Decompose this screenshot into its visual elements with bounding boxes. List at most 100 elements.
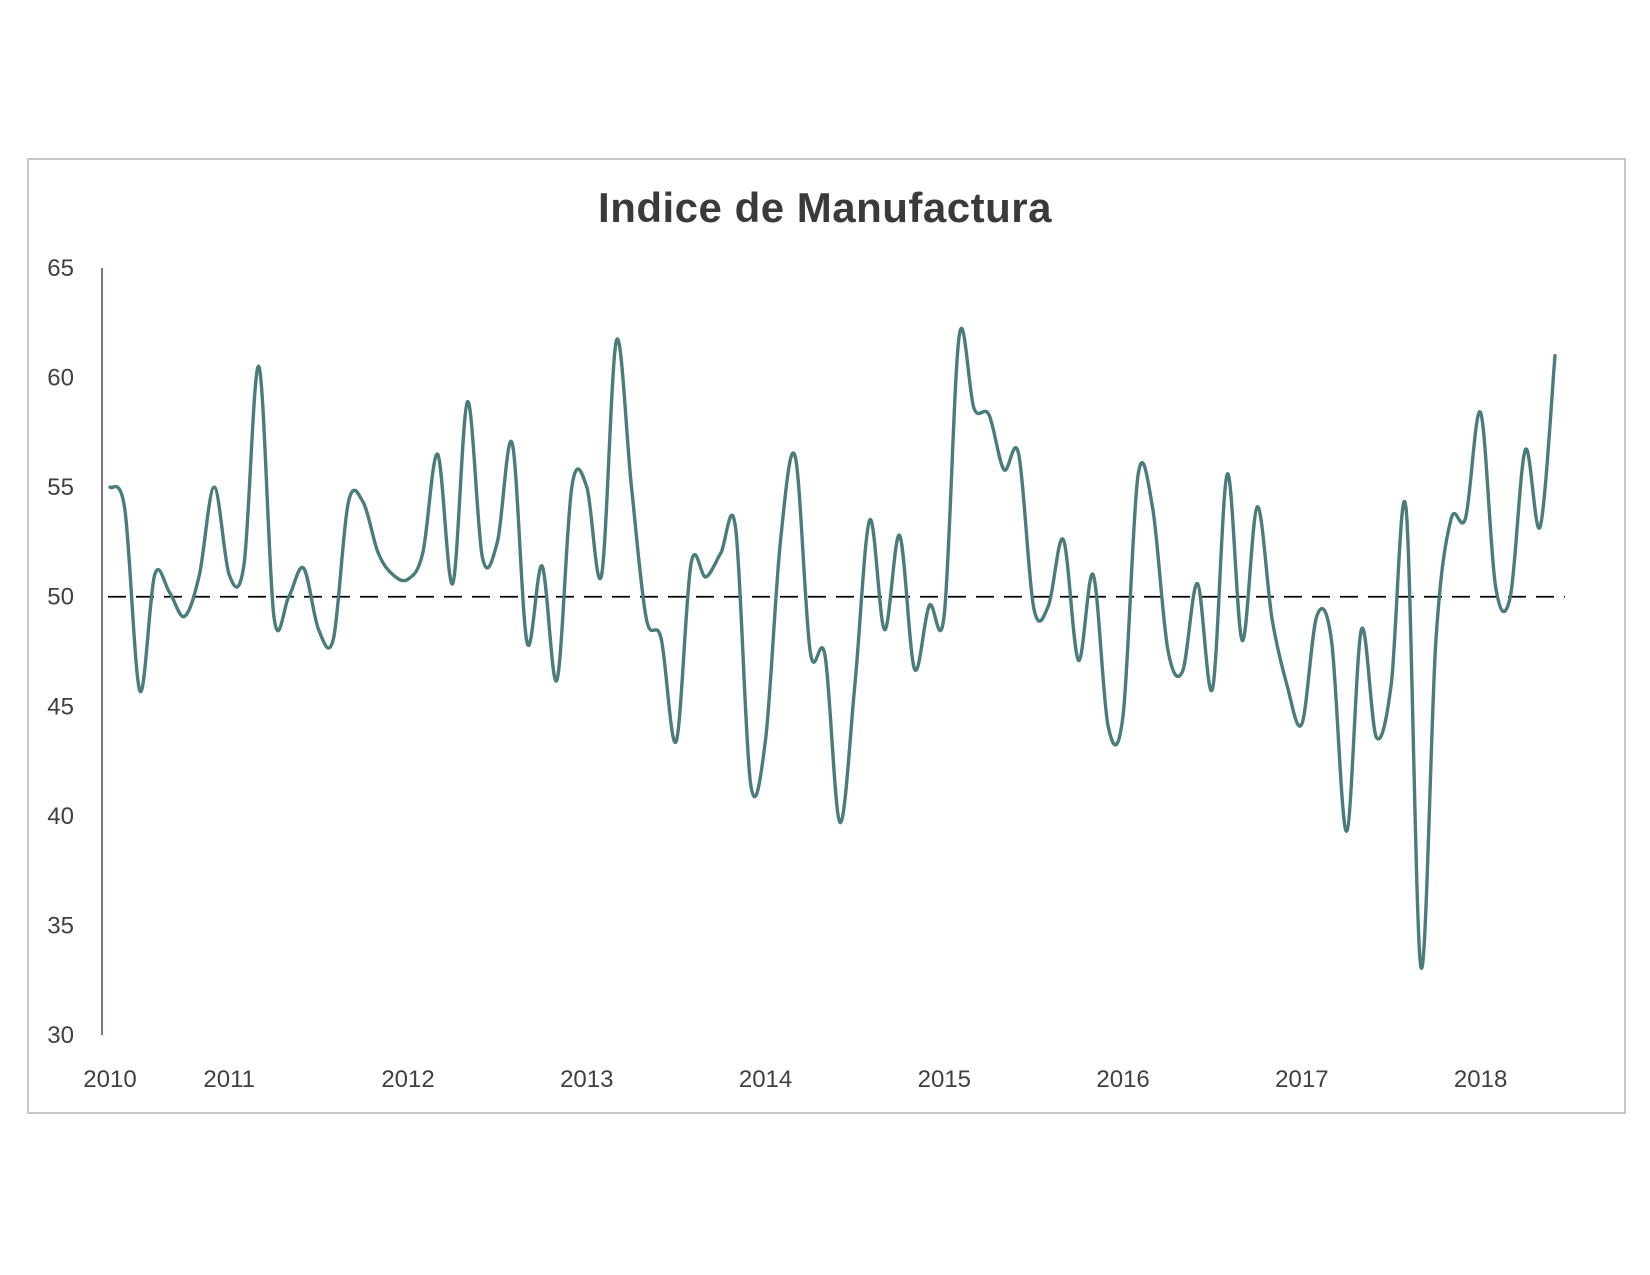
data-point (809, 650, 812, 653)
data-point (555, 678, 559, 682)
data-point (123, 507, 127, 511)
data-point (1121, 713, 1125, 717)
data-point (1509, 595, 1512, 598)
data-point (957, 334, 961, 338)
data-point (213, 485, 216, 489)
data-point (1002, 468, 1006, 471)
x-tick-label: 2018 (1454, 1066, 1507, 1093)
data-point (645, 617, 648, 620)
y-tick-label: 35 (47, 912, 74, 939)
data-point (1077, 659, 1080, 662)
x-tick-labels: 2010 2011 2012 2013 2014 2015 2016 2017 2018 (83, 1066, 1507, 1093)
data-point (898, 534, 901, 537)
data-point (734, 527, 737, 530)
data-point (376, 551, 380, 555)
data-point (481, 556, 484, 559)
data-point (302, 567, 305, 570)
data-point (332, 637, 335, 640)
data-point (436, 453, 439, 456)
data-point (600, 573, 603, 576)
data-point (853, 683, 857, 686)
data-point (183, 615, 186, 618)
data-point (525, 641, 529, 644)
data-point (838, 821, 842, 824)
y-tick-label: 55 (47, 474, 74, 501)
data-point (570, 485, 573, 489)
data-point (883, 628, 886, 631)
data-point (1032, 606, 1035, 609)
data-point (228, 573, 231, 576)
data-point (168, 591, 171, 594)
chart-title: Indice de Manufactura (598, 184, 1052, 231)
data-point (913, 667, 916, 671)
data-point (1181, 670, 1184, 673)
data-point (749, 781, 752, 785)
data-point (764, 737, 767, 741)
data-point (1345, 829, 1348, 833)
data-points (108, 334, 1557, 969)
x-tick-label: 2012 (381, 1066, 434, 1093)
data-point (257, 365, 261, 368)
data-point (1211, 687, 1214, 690)
data-point (1330, 639, 1333, 642)
data-point (1494, 584, 1497, 587)
data-point (1538, 525, 1542, 528)
data-point (317, 628, 320, 631)
data-point (1404, 507, 1408, 511)
x-tick-label: 2014 (739, 1066, 792, 1093)
data-point (496, 540, 499, 544)
x-tick-label: 2016 (1096, 1066, 1149, 1093)
y-tick-labels: 30 35 40 45 50 55 60 65 (47, 255, 74, 1049)
data-point (1151, 507, 1154, 511)
data-point (347, 501, 350, 504)
data-point (108, 485, 112, 489)
data-point (943, 613, 946, 616)
data-point (928, 604, 931, 607)
data-point (1196, 582, 1199, 585)
data-point (1315, 615, 1318, 618)
data-point (794, 455, 797, 458)
series-line (108, 326, 1557, 970)
data-point (362, 501, 365, 504)
x-tick-label: 2017 (1275, 1066, 1328, 1093)
data-point (1553, 354, 1557, 357)
data-point (585, 485, 588, 489)
data-point (659, 637, 663, 640)
y-tick-label: 60 (47, 365, 74, 392)
data-point (615, 339, 618, 342)
data-point (466, 400, 469, 403)
data-point (1285, 683, 1289, 686)
y-tick-label: 40 (47, 803, 74, 830)
data-point (287, 595, 290, 598)
data-point (868, 518, 871, 522)
data-point (1240, 639, 1244, 642)
data-point (421, 551, 425, 555)
data-point (1136, 474, 1140, 478)
data-point (674, 740, 678, 743)
x-tick-label: 2010 (83, 1066, 136, 1093)
data-point (1360, 628, 1363, 631)
data-point (719, 551, 723, 555)
data-point (1449, 518, 1452, 522)
data-point (1017, 453, 1020, 456)
data-point (1464, 516, 1467, 520)
data-point (406, 577, 410, 581)
data-point (1106, 724, 1110, 728)
data-point (1479, 411, 1482, 414)
x-tick-label: 2013 (560, 1066, 613, 1093)
data-point (153, 573, 156, 576)
data-point (1419, 965, 1423, 969)
data-point (1062, 538, 1065, 541)
data-point (1166, 648, 1169, 651)
data-point (1300, 722, 1304, 726)
data-point (779, 540, 782, 544)
data-point (198, 573, 201, 576)
data-point (540, 564, 544, 568)
data-point (689, 562, 693, 566)
data-point (242, 562, 246, 566)
data-point (138, 689, 142, 693)
x-tick-label: 2015 (918, 1066, 971, 1093)
y-tick-label: 30 (47, 1022, 74, 1049)
data-point (1375, 735, 1378, 739)
